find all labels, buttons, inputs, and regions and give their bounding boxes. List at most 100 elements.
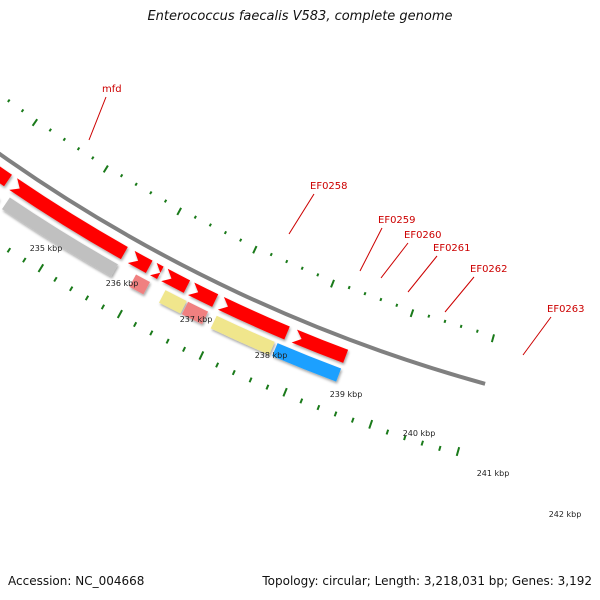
scale-tick — [116, 309, 123, 319]
scale-tick — [368, 419, 374, 429]
inner-scale-tick — [269, 252, 273, 257]
scale-label: 235 kbp — [30, 244, 63, 253]
scale-tick — [265, 384, 270, 390]
inner-scale-tick — [62, 137, 67, 142]
inner-scale-tick — [490, 334, 495, 343]
inner-scale-tick — [163, 199, 168, 203]
gene-label-leader — [88, 96, 107, 141]
inner-scale-tick — [347, 285, 351, 290]
scale-tick — [316, 404, 321, 411]
scale-tick — [165, 338, 170, 344]
inner-scale-tick — [176, 207, 182, 216]
cds-arrow-1 — [0, 166, 12, 187]
inner-scale-tick — [149, 190, 153, 195]
scale-label: 239 kbp — [330, 390, 363, 399]
genome-stats-text: Topology: circular; Length: 3,218,031 bp… — [262, 574, 592, 588]
scale-label: 242 kbp — [549, 510, 582, 519]
scale-tick — [455, 446, 461, 457]
scale-tick — [403, 434, 407, 441]
inner-scale-tick — [363, 291, 367, 296]
scale-tick — [37, 263, 45, 273]
feature-pink-arc-1 — [129, 274, 151, 295]
inner-scale-tick — [316, 273, 320, 277]
scale-label: 238 kbp — [255, 351, 288, 360]
inner-scale-tick — [76, 146, 81, 151]
cds-arrow-5 — [161, 268, 191, 293]
backbone-arc — [0, 151, 486, 386]
inner-scale-tick — [395, 303, 399, 308]
gene-label: EF0259 — [378, 215, 416, 226]
inner-scale-tick — [252, 245, 258, 254]
scale-tick — [299, 398, 304, 404]
inner-scale-tick — [7, 98, 11, 103]
gene-label-leader — [407, 255, 438, 293]
cds-arrow-6 — [187, 282, 219, 307]
cds-arrow-2 — [9, 178, 128, 260]
scale-tick — [6, 247, 12, 253]
gene-label-leader — [444, 276, 475, 313]
cds-arrow-8 — [291, 329, 349, 363]
inner-scale-tick — [459, 324, 463, 329]
inner-scale-tick — [285, 259, 289, 264]
scale-tick — [53, 276, 58, 283]
inner-scale-tick — [48, 128, 52, 132]
inner-scale-tick — [134, 182, 138, 187]
scale-label: 236 kbp — [106, 279, 139, 288]
feature-khaki-arc-2 — [210, 315, 275, 355]
feature-khaki-arc-1 — [159, 290, 187, 314]
inner-scale-tick — [239, 238, 243, 242]
scale-tick — [438, 445, 442, 452]
scale-tick — [333, 411, 338, 417]
scale-tick — [69, 286, 74, 292]
scale-tick — [248, 377, 253, 383]
inner-scale-tick — [102, 165, 109, 173]
inner-scale-tick — [31, 118, 39, 127]
scale-tick — [385, 429, 390, 435]
scale-label: 241 kbp — [477, 469, 510, 478]
map-title: Enterococcus faecalis V583, complete gen… — [147, 9, 453, 24]
scale-tick — [198, 350, 205, 360]
gene-label-leader — [522, 316, 552, 356]
scale-tick — [22, 257, 27, 263]
inner-scale-tick — [119, 173, 124, 178]
accession-text: Accession: NC_004668 — [8, 574, 145, 588]
gene-label-leader — [288, 193, 315, 235]
inner-scale-tick — [20, 108, 25, 113]
gene-label: mfd — [102, 84, 122, 95]
gene-label: EF0263 — [547, 304, 585, 315]
inner-scale-tick — [91, 156, 95, 160]
inner-scale-tick — [475, 329, 479, 333]
inner-scale-tick — [379, 297, 383, 302]
inner-scale-tick — [443, 319, 447, 324]
inner-scale-tick — [330, 279, 335, 288]
scale-tick — [231, 369, 236, 376]
gene-label: EF0262 — [470, 264, 508, 275]
inner-scale-tick — [208, 223, 212, 227]
inner-scale-tick — [223, 230, 228, 235]
scale-tick — [149, 330, 154, 336]
feature-cyan-arc — [272, 343, 342, 382]
cds-arrow-3 — [127, 250, 153, 273]
inner-scale-tick — [409, 309, 415, 318]
inner-scale-tick — [300, 266, 304, 271]
cds-arrow-4 — [150, 262, 164, 279]
scale-tick — [282, 387, 288, 397]
gene-label: EF0261 — [433, 243, 471, 254]
inner-scale-tick — [427, 314, 431, 318]
scale-tick — [420, 440, 424, 446]
scale-label: 240 kbp — [403, 429, 436, 438]
gene-label-leader — [380, 242, 409, 279]
cds-arrow-7 — [217, 296, 290, 340]
scale-tick — [350, 417, 355, 423]
feature-gray-arc — [2, 197, 118, 277]
inner-scale-tick — [193, 215, 197, 219]
scale-tick — [215, 362, 220, 368]
gene-label: EF0260 — [404, 230, 442, 241]
gene-label-leader — [359, 227, 383, 272]
feature-pink-arc-2 — [181, 301, 209, 325]
gene-label: EF0258 — [310, 181, 348, 192]
scale-tick — [133, 321, 138, 328]
scale-label: 237 kbp — [180, 315, 213, 324]
